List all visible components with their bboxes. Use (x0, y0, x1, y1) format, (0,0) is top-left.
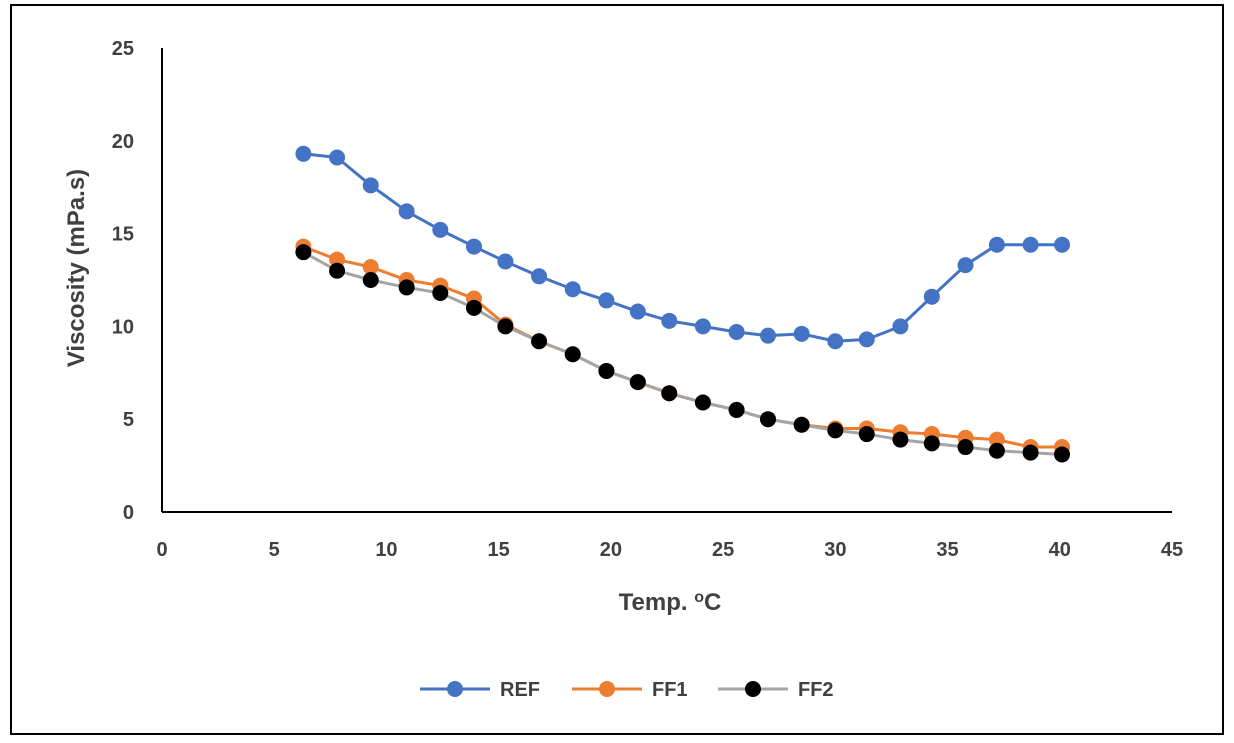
data-point-ref (329, 149, 346, 166)
x-tick-label: 5 (269, 539, 280, 561)
data-point-ff2 (362, 272, 379, 288)
data-point-ff2 (892, 431, 909, 448)
y-axis-title: Viscosity (mPa.s) (63, 169, 90, 367)
data-point-ref (598, 292, 615, 309)
x-tick-label: 30 (824, 539, 846, 561)
data-point-ref (362, 177, 379, 194)
y-tick-label: 0 (123, 502, 134, 524)
data-point-ff2 (497, 318, 514, 335)
series-line-ref (303, 152, 1063, 343)
y-tick-label: 25 (112, 38, 134, 60)
viscosity-chart: 0 5 10 15 20 25 0 5 10 15 20 25 30 35 40 45 Viscosity (… (63, 38, 1183, 701)
data-point-ff2 (793, 416, 810, 433)
series-layer (295, 145, 1071, 463)
data-point-ff2 (858, 426, 875, 443)
data-point-ref (892, 318, 909, 335)
x-tick-label: 15 (488, 539, 510, 561)
data-point-ref (760, 327, 776, 344)
x-tick-label: 45 (1161, 539, 1183, 561)
data-point-ref (1054, 236, 1071, 253)
data-point-ff2 (1022, 444, 1039, 461)
data-point-ff2 (432, 284, 449, 301)
data-point-ref (432, 221, 449, 238)
legend-item-ref: REF (420, 679, 540, 701)
data-point-ref (728, 323, 745, 340)
series-line-ff1 (302, 245, 1063, 449)
legend: REF FF1 FF2 (420, 679, 834, 701)
data-point-ff2 (598, 362, 615, 379)
data-point-ff1 (329, 251, 346, 268)
data-point-ref (497, 253, 514, 270)
x-tick-label: 10 (375, 539, 397, 561)
x-axis-title-superscript: o (694, 589, 704, 606)
data-point-ref (564, 281, 581, 298)
x-axis-title: Temp. oC (619, 589, 722, 617)
data-point-ref (694, 318, 711, 335)
data-point-ref (295, 145, 312, 162)
data-point-ref (1022, 236, 1039, 253)
data-point-ff2 (531, 333, 548, 350)
data-point-ff1 (362, 259, 379, 276)
data-point-ref (661, 312, 678, 329)
data-point-ff2 (329, 262, 346, 279)
x-tick-label: 35 (936, 539, 958, 561)
data-point-ref (793, 325, 810, 342)
x-axis-title-text: Temp. (619, 589, 695, 616)
y-tick-label: 10 (112, 316, 134, 338)
y-tick-label: 20 (112, 131, 134, 153)
legend-label: FF1 (652, 679, 688, 701)
tick-labels: 0 5 10 15 20 25 0 5 10 15 20 25 30 35 40 45 (112, 38, 1183, 561)
x-tick-label: 40 (1049, 539, 1071, 561)
legend-marker (447, 681, 463, 697)
chart-frame: 0 5 10 15 20 25 0 5 10 15 20 25 30 35 40 45 Viscosity (… (10, 4, 1224, 735)
axes (161, 48, 1172, 513)
y-tick-label: 15 (112, 224, 134, 246)
data-point-ref (465, 238, 482, 255)
data-point-ff2 (465, 299, 482, 316)
y-tick-label: 5 (123, 409, 134, 431)
data-point-ff2 (923, 435, 940, 452)
data-point-ref (827, 333, 844, 350)
data-point-ff2 (827, 422, 844, 439)
data-point-ff2 (629, 374, 646, 391)
data-point-ff2 (988, 442, 1005, 459)
legend-label: FF2 (798, 679, 834, 701)
legend-marker (745, 681, 761, 697)
data-point-ff2 (694, 394, 711, 411)
data-point-ref (858, 331, 875, 348)
data-point-ref (629, 303, 646, 320)
data-point-ff2 (957, 439, 974, 456)
data-point-ref (988, 236, 1005, 253)
data-point-ff2 (295, 244, 312, 261)
x-tick-label: 25 (712, 539, 734, 561)
data-point-ff2 (661, 385, 678, 402)
data-point-ref (398, 203, 415, 220)
series-ff2 (295, 244, 1071, 463)
data-point-ff2 (760, 411, 776, 428)
legend-marker (599, 681, 615, 697)
data-point-ref (531, 268, 548, 285)
x-tick-label: 20 (600, 539, 622, 561)
data-point-ff2 (1054, 446, 1071, 463)
data-point-ref (923, 288, 940, 305)
x-tick-label: 0 (156, 539, 167, 561)
series-ff1 (295, 238, 1071, 456)
x-axis-title-unit: C (704, 589, 721, 616)
data-point-ff2 (398, 279, 415, 296)
series-ref (295, 145, 1071, 350)
data-point-ff1 (988, 431, 1005, 448)
data-point-ff2 (564, 346, 581, 363)
legend-item-ff2: FF2 (718, 679, 834, 701)
legend-label: REF (500, 679, 540, 701)
data-point-ref (957, 257, 974, 274)
legend-item-ff1: FF1 (572, 679, 688, 701)
data-point-ff2 (728, 401, 745, 418)
